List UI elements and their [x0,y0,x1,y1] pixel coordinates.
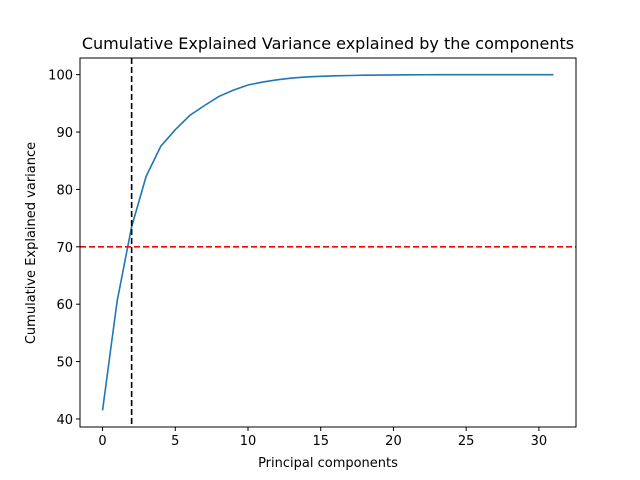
y-tick-label: 60 [56,298,73,313]
y-tick-label: 100 [48,69,73,84]
y-tick-label: 50 [56,356,73,371]
y-tick-label: 80 [56,183,73,198]
plot-frame [79,57,577,428]
x-tick-label: 5 [171,434,179,449]
y-tick-label: 90 [56,126,73,141]
x-axis-label: Principal components [258,456,398,471]
y-tick-label: 40 [56,413,73,428]
y-axis-label: Cumulative Explained variance [24,142,39,344]
series-line-0 [101,73,554,411]
chart-title: Cumulative Explained Variance explained … [82,34,574,53]
plot-area: 0 5 10 15 20 25 30 40 50 60 70 80 90 100 [48,57,577,449]
x-tick-label: 20 [385,434,402,449]
x-tick-label: 0 [98,434,106,449]
x-tick-label: 30 [531,434,548,449]
x-tick-label: 10 [240,434,257,449]
x-tick-label: 25 [458,434,475,449]
x-tick-label: 15 [312,434,329,449]
y-tick-label: 70 [56,241,73,256]
